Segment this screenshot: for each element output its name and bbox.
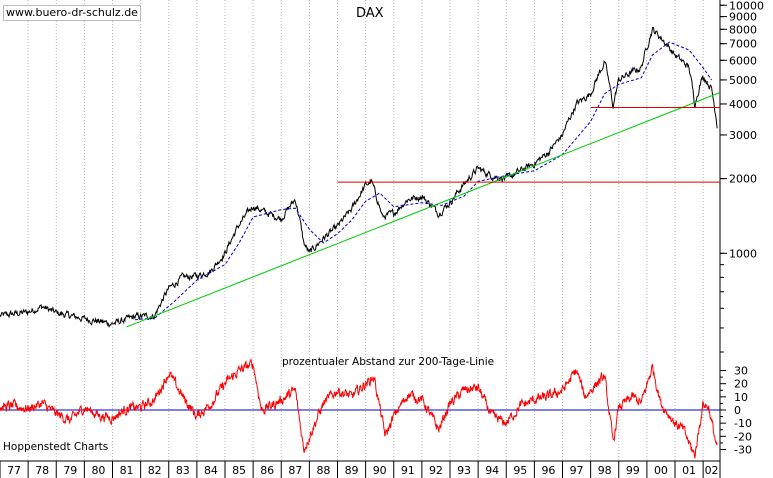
y-tick-label: 9000 (729, 11, 757, 24)
y-tick-label: 1000 (729, 247, 757, 260)
x-tick-label: 90 (373, 464, 387, 477)
y-tick-label: 10000 (729, 0, 764, 12)
x-tick-label: 91 (401, 464, 415, 477)
series-200-tage-linie (134, 41, 713, 321)
x-tick-label: 97 (570, 464, 584, 477)
osc-y-tick-label: -30 (734, 443, 752, 456)
x-tick-label: 94 (485, 464, 499, 477)
x-tick-label: 87 (288, 464, 302, 477)
x-tick-label: 85 (232, 464, 246, 477)
osc-y-tick-label: 30 (734, 365, 748, 378)
x-tick-label: 78 (35, 464, 49, 477)
x-tick-label: 93 (457, 464, 471, 477)
x-tick-label: 99 (626, 464, 640, 477)
x-tick-label: 82 (148, 464, 162, 477)
y-tick-label: 3000 (729, 129, 757, 142)
osc-y-tick-label: 0 (734, 404, 741, 417)
x-tick-label: 86 (260, 464, 274, 477)
osc-y-tick-label: -10 (734, 417, 752, 430)
watermark: www.buero-dr-schulz.de (3, 5, 141, 21)
x-tick-label: 83 (176, 464, 190, 477)
series-trendlinie (126, 92, 721, 328)
source-label: Hoppenstedt Charts (3, 441, 109, 453)
y-tick-label: 8000 (729, 23, 757, 36)
indicator-title: prozentualer Abstand zur 200-Tage-Linie (282, 356, 495, 368)
x-tick-label: 89 (345, 464, 359, 477)
x-tick-label: 96 (541, 464, 555, 477)
x-tick-label: 00 (654, 464, 668, 477)
x-tick-label: 81 (120, 464, 134, 477)
y-tick-label: 5000 (729, 74, 757, 87)
x-tick-label: 80 (91, 464, 105, 477)
chart-title: DAX (356, 6, 384, 21)
osc-y-tick-label: 10 (734, 391, 748, 404)
y-tick-label: 6000 (729, 54, 757, 67)
x-tick-label: 79 (63, 464, 77, 477)
osc-y-tick-label: -20 (734, 430, 752, 443)
x-tick-label: 84 (204, 464, 218, 477)
y-tick-label: 7000 (729, 38, 757, 51)
x-tick-label: 01 (682, 464, 696, 477)
x-tick-label: 92 (429, 464, 443, 477)
x-tick-label: 77 (7, 464, 21, 477)
y-tick-label: 2000 (729, 173, 757, 186)
x-tick-label: 98 (598, 464, 612, 477)
osc-y-tick-label: 20 (734, 378, 748, 391)
x-tick-label: 88 (316, 464, 330, 477)
series-abstand (0, 358, 718, 459)
x-tick-label: 02 (705, 464, 719, 477)
y-tick-label: 4000 (729, 98, 757, 111)
series-dax (0, 26, 718, 328)
x-tick-label: 95 (513, 464, 527, 477)
